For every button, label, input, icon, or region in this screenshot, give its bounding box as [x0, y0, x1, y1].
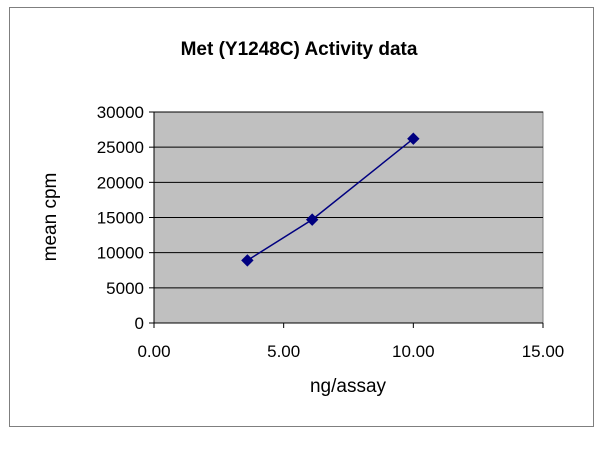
data-point-marker — [305, 213, 319, 226]
y-tick-label: 20000 — [97, 173, 144, 192]
x-tick-label: 10.00 — [392, 342, 435, 361]
y-tick-label: 15000 — [97, 209, 144, 228]
y-tick-label: 0 — [135, 314, 144, 333]
data-markers — [241, 132, 420, 267]
axes — [149, 111, 544, 328]
y-tick-label: 30000 — [97, 103, 144, 122]
data-point-marker — [241, 254, 254, 267]
y-axis-label: mean cpm — [40, 173, 61, 262]
x-tick-label: 0.00 — [137, 342, 170, 361]
y-tick-label: 5000 — [106, 279, 144, 298]
gridlines — [154, 111, 543, 289]
data-point-marker — [407, 132, 420, 145]
x-tick-label: 15.00 — [522, 342, 565, 361]
y-tick-label: 10000 — [97, 244, 144, 263]
y-tick-label: 25000 — [97, 138, 144, 157]
x-axis-label: ng/assay — [310, 376, 387, 397]
chart-title: Met (Y1248C) Activity data — [181, 39, 418, 60]
y-tick-labels: 0 5000 10000 15000 20000 25000 30000 — [97, 103, 144, 333]
x-tick-labels: 0.00 5.00 10.00 15.00 — [137, 342, 564, 361]
x-tick-label: 5.00 — [267, 342, 300, 361]
